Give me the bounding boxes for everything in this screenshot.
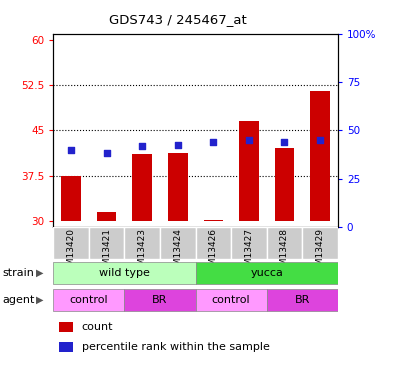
Bar [302,227,338,259]
Bar [132,154,152,221]
Text: percentile rank within the sample: percentile rank within the sample [82,342,270,352]
Bar [59,322,73,332]
Bar [61,176,81,221]
Bar [53,288,124,312]
Point [246,137,252,143]
Bar [53,227,89,259]
Point [210,139,216,145]
Text: BR: BR [295,295,310,305]
Bar [89,227,124,259]
Bar [196,227,231,259]
Point [281,139,288,145]
Text: GSM13424: GSM13424 [173,228,182,278]
Bar [53,261,196,285]
Point [175,142,181,148]
Text: GSM13420: GSM13420 [67,228,75,278]
Bar [231,227,267,259]
Point [139,143,145,149]
Text: GSM13421: GSM13421 [102,228,111,278]
Bar [97,212,117,221]
Text: GSM13427: GSM13427 [245,228,253,278]
Point [317,137,323,143]
Text: ▶: ▶ [36,268,43,278]
Text: GDS743 / 245467_at: GDS743 / 245467_at [109,13,246,26]
Bar [124,227,160,259]
Bar [160,227,196,259]
Bar [267,227,302,259]
Text: GSM13429: GSM13429 [316,228,324,278]
Text: agent: agent [2,295,34,305]
Text: GSM13423: GSM13423 [138,228,147,278]
Bar [275,148,294,221]
Text: ▶: ▶ [36,295,43,305]
Text: strain: strain [2,268,34,278]
Bar [124,288,196,312]
Bar [310,91,330,221]
Bar [59,342,73,351]
Text: control: control [70,295,108,305]
Bar [196,288,267,312]
Point [103,150,110,156]
Point [68,147,74,153]
Text: control: control [212,295,250,305]
Text: GSM13426: GSM13426 [209,228,218,278]
Text: GSM13428: GSM13428 [280,228,289,278]
Text: wild type: wild type [99,268,150,278]
Bar [168,153,188,221]
Text: BR: BR [152,295,167,305]
Bar [267,288,338,312]
Text: yucca: yucca [250,268,283,278]
Bar [239,121,259,221]
Bar [203,220,223,221]
Bar [196,261,338,285]
Text: count: count [82,322,113,332]
